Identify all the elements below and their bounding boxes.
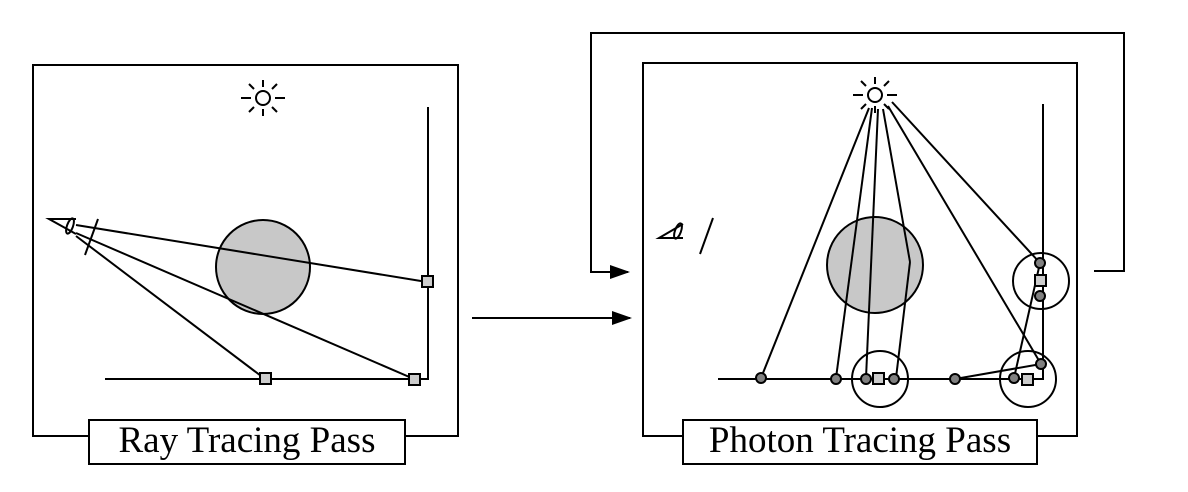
ray-3 xyxy=(75,235,266,380)
ray-hit-marker xyxy=(408,373,421,386)
photon-dot xyxy=(1034,290,1046,302)
photon-path xyxy=(891,101,1041,264)
photon-panel-frame xyxy=(642,62,1078,437)
ray-hit-marker xyxy=(259,372,272,385)
eye-icon xyxy=(655,222,684,240)
photon-path xyxy=(760,107,870,379)
ray-panel-frame xyxy=(32,64,459,437)
photon-dot xyxy=(1034,257,1046,269)
photon-tracing-panel xyxy=(590,32,1125,437)
photon-dot xyxy=(1008,372,1020,384)
light-source-icon xyxy=(241,80,285,116)
ray-hit-marker xyxy=(421,275,434,288)
ray-tracing-pass-label: Ray Tracing Pass xyxy=(88,419,406,465)
photon-hit-marker xyxy=(1034,274,1047,287)
photon-image-plane xyxy=(699,217,714,255)
gather-region xyxy=(999,350,1057,408)
ray-tracing-panel xyxy=(32,64,459,437)
eye-icon xyxy=(45,217,77,235)
light-source-icon xyxy=(853,77,897,113)
photon-hit-marker xyxy=(872,372,885,385)
photon-dot xyxy=(830,373,842,385)
photon-dot xyxy=(888,373,900,385)
gather-region xyxy=(1012,252,1070,310)
photon-sphere xyxy=(826,216,924,314)
photon-tracing-pass-label: Photon Tracing Pass xyxy=(682,419,1038,465)
ray-1 xyxy=(75,224,428,283)
photon-path xyxy=(954,363,1042,380)
photon-dot xyxy=(755,372,767,384)
gather-region xyxy=(851,350,909,408)
photon-path xyxy=(835,107,873,379)
photon-dot xyxy=(949,373,961,385)
photon-dot xyxy=(1035,358,1047,370)
ray-image-plane xyxy=(84,218,99,256)
photon-path xyxy=(887,105,1042,365)
photon-hit-marker xyxy=(1021,373,1034,386)
loop-back-arrow xyxy=(590,32,1125,279)
ray-2 xyxy=(75,232,415,380)
photon-dot xyxy=(860,373,872,385)
photon-path xyxy=(882,108,911,263)
photon-path xyxy=(865,108,879,379)
